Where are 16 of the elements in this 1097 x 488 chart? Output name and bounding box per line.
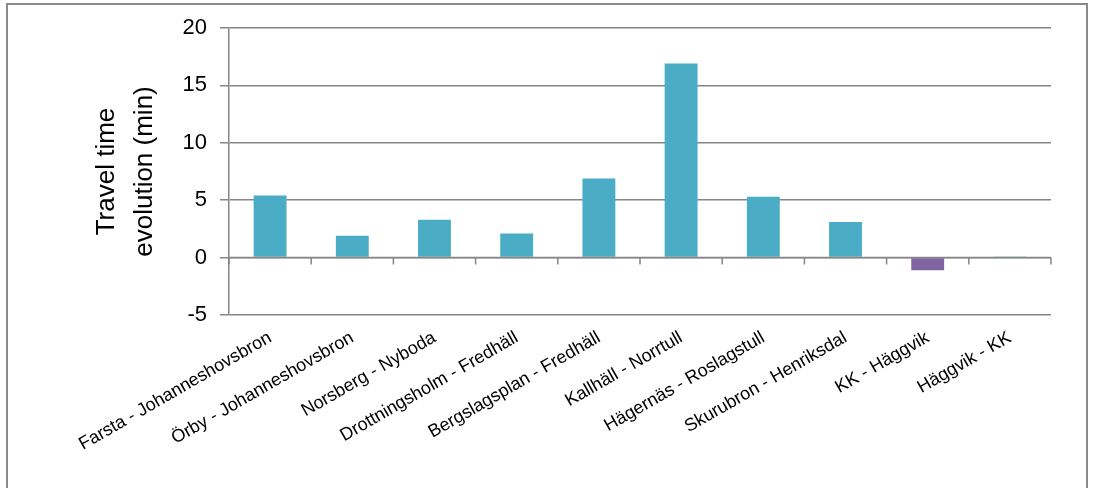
bar: [664, 63, 698, 257]
bar: [335, 235, 369, 257]
y-tick-label: 0: [194, 243, 207, 269]
y-tick-label: 20: [182, 14, 207, 40]
y-tick-label: 10: [182, 128, 207, 154]
bar: [746, 196, 780, 257]
y-tick-label: -5: [187, 301, 207, 327]
bar: [582, 178, 616, 257]
bar: [829, 222, 862, 257]
bar: [253, 195, 287, 257]
y-tick-label: 15: [182, 71, 207, 97]
y-axis-title: Travel time evolution (min): [90, 86, 158, 257]
y-tick-label: 5: [194, 186, 207, 212]
bar: [911, 258, 945, 271]
bar: [418, 219, 451, 257]
bar: [500, 233, 534, 257]
